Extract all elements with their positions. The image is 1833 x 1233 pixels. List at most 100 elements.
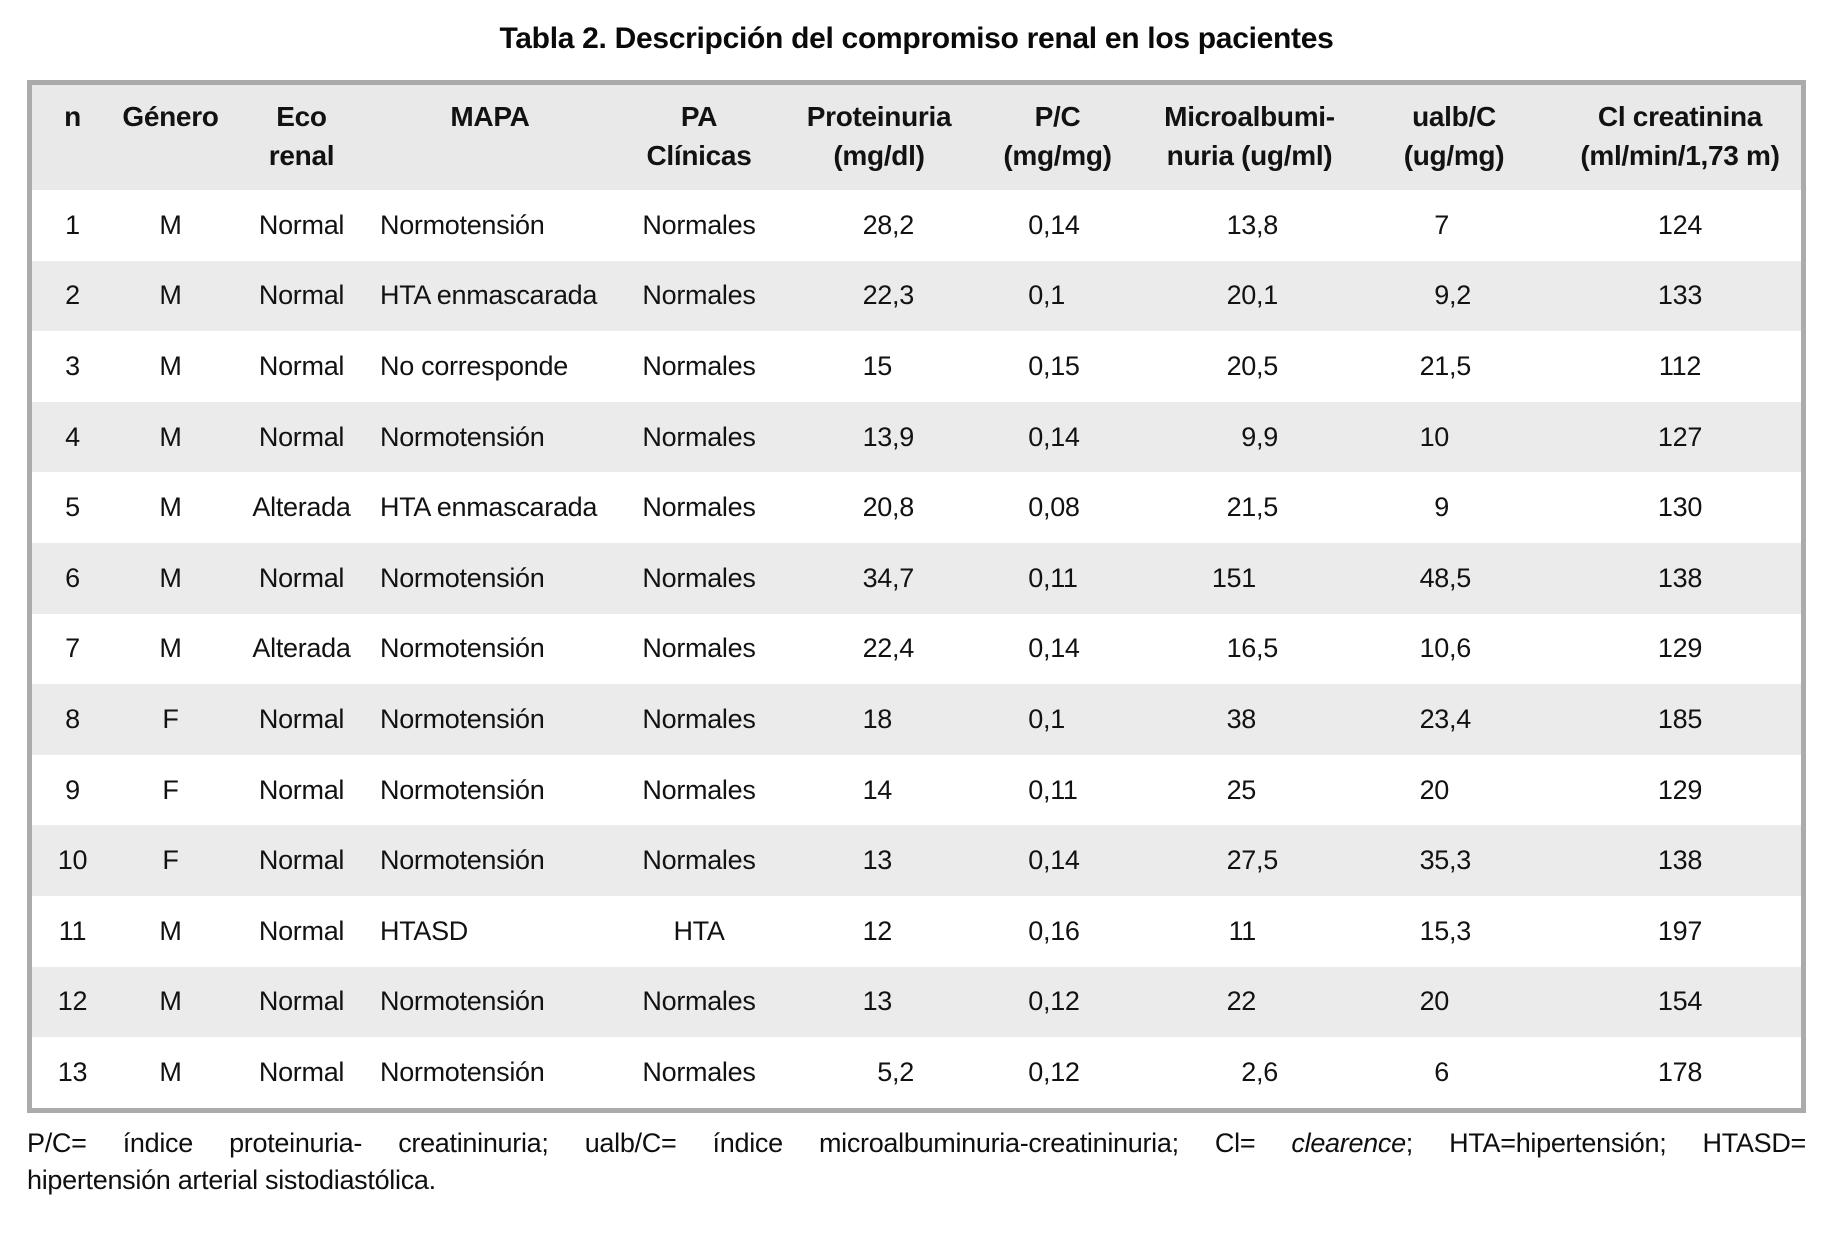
cell-proteinuria-integer: 14 xyxy=(862,774,893,805)
table-row-12: 12 M Normal Normotensión Normales 13 0,12 22 20 1… xyxy=(32,966,1801,1038)
cell-proteinuria-integer: 22 xyxy=(862,280,893,311)
cell-pc-integer: 0 xyxy=(1028,915,1043,946)
cell-pc-fraction: ,1 xyxy=(1043,280,1065,311)
cell-ualbc: 9,2 xyxy=(1349,261,1559,332)
column-header-mapa-line1: MAPA xyxy=(450,101,530,132)
cell-pc-integer: 0 xyxy=(1028,845,1043,876)
cell-ualbc: 20 xyxy=(1349,967,1559,1038)
cell-pc: 0,14 xyxy=(965,825,1150,896)
cell-pc: 0,1 xyxy=(965,684,1150,755)
cell-cl-creatinina: 127 xyxy=(1657,421,1703,452)
cell-n: 10 xyxy=(57,845,88,876)
cell-genero: M xyxy=(159,350,182,381)
cell-proteinuria: 34,7 xyxy=(793,543,965,614)
cell-genero: M xyxy=(159,280,182,311)
renal-compromise-table: n Género Eco renal MAPA PA Clínicas Proteinuria… xyxy=(27,80,1806,1113)
cell-ualbc: 35,3 xyxy=(1349,825,1559,896)
cell-ualbc-integer: 48 xyxy=(1419,562,1450,593)
cell-ualbc-integer: 20 xyxy=(1419,986,1450,1017)
cell-cl-creatinina: 178 xyxy=(1657,1056,1703,1087)
cell-pa-clinicas: Normales xyxy=(642,209,756,240)
cell-microalbuminuria-integer: 151 xyxy=(1211,562,1256,593)
column-header-cl-creatinina: Cl creatinina (ml/min/1,73 m) xyxy=(1559,85,1801,190)
cell-pc-fraction: ,08 xyxy=(1043,492,1080,523)
cell-pc-integer: 0 xyxy=(1028,986,1043,1017)
column-header-eco-renal-line1: Eco xyxy=(276,101,327,132)
cell-cl-creatinina: 124 xyxy=(1657,209,1703,240)
cell-microalbuminuria-integer: 13 xyxy=(1226,209,1257,240)
cell-genero: M xyxy=(159,986,182,1017)
column-header-genero-line1: Género xyxy=(122,101,219,132)
column-header-ualbc-line1: ualb/C xyxy=(1412,101,1496,132)
cell-pa-clinicas: Normales xyxy=(642,703,756,734)
cell-cl-creatinina: 130 xyxy=(1657,492,1703,523)
column-header-pa-clinicas-line1: PA xyxy=(680,101,718,132)
cell-pc: 0,14 xyxy=(965,614,1150,685)
cell-ualbc: 10 xyxy=(1349,402,1559,473)
cell-proteinuria: 28,2 xyxy=(793,190,965,261)
cell-pc-integer: 0 xyxy=(1028,703,1043,734)
cell-proteinuria: 13 xyxy=(793,825,965,896)
cell-pc: 0,12 xyxy=(965,967,1150,1038)
column-header-ualbc: ualb/C (ug/mg) xyxy=(1349,85,1559,190)
footnote-segment-2: clearence xyxy=(1291,1127,1406,1158)
cell-n: 3 xyxy=(65,350,80,381)
cell-mapa: Normotensión xyxy=(380,209,545,240)
cell-proteinuria-fraction: ,2 xyxy=(892,209,914,240)
table-row-5: 5 M Alterada HTA enmascarada Normales 20,8 0,0… xyxy=(32,472,1801,543)
cell-proteinuria: 22,3 xyxy=(793,261,965,332)
cell-proteinuria-integer: 20 xyxy=(862,492,893,523)
column-header-mapa: MAPA xyxy=(375,85,605,190)
column-header-proteinuria-line2: (mg/dl) xyxy=(833,140,925,171)
cell-ualbc: 20 xyxy=(1349,755,1559,826)
cell-cl-creatinina: 112 xyxy=(1658,350,1702,381)
cell-ualbc: 10,6 xyxy=(1349,614,1559,685)
cell-pc-fraction: ,1 xyxy=(1043,703,1065,734)
cell-proteinuria: 12 xyxy=(793,896,965,967)
cell-proteinuria-integer: 5 xyxy=(877,1056,892,1087)
cell-microalbuminuria: 9,9 xyxy=(1150,402,1349,473)
cell-genero: F xyxy=(162,845,179,876)
cell-ualbc: 9 xyxy=(1349,472,1559,543)
cell-pc-integer: 0 xyxy=(1028,774,1043,805)
cell-pc: 0,12 xyxy=(965,1037,1150,1108)
cell-pa-clinicas: Normales xyxy=(642,421,756,452)
cell-pc-fraction: ,12 xyxy=(1043,1056,1080,1087)
cell-pc-fraction: ,14 xyxy=(1043,633,1080,664)
cell-genero: M xyxy=(159,1056,182,1087)
cell-ualbc: 7 xyxy=(1349,190,1559,261)
cell-ualbc: 48,5 xyxy=(1349,543,1559,614)
cell-n: 9 xyxy=(65,774,80,805)
column-header-eco-renal-line2: renal xyxy=(268,140,335,171)
cell-ualbc-integer: 21 xyxy=(1419,350,1450,381)
cell-ualbc-fraction: ,5 xyxy=(1449,562,1471,593)
table-row-13: 13 M Normal Normotensión Normales 5,2 0,12 2,6 6… xyxy=(32,1037,1801,1108)
cell-microalbuminuria: 13,8 xyxy=(1150,190,1349,261)
table-row-8: 8 F Normal Normotensión Normales 18 0,1 38 23,4 1… xyxy=(32,684,1801,755)
column-header-eco-renal: Eco renal xyxy=(228,85,375,190)
cell-ualbc-integer: 10 xyxy=(1419,421,1450,452)
cell-proteinuria-integer: 15 xyxy=(862,350,893,381)
cell-pc-integer: 0 xyxy=(1028,562,1043,593)
cell-cl-creatinina: 154 xyxy=(1657,986,1703,1017)
cell-proteinuria-integer: 13 xyxy=(862,421,893,452)
cell-pa-clinicas: Normales xyxy=(642,774,756,805)
cell-microalbuminuria: 16,5 xyxy=(1150,614,1349,685)
cell-pc: 0,16 xyxy=(965,896,1150,967)
cell-microalbuminuria: 11 xyxy=(1150,896,1349,967)
cell-proteinuria-fraction: ,4 xyxy=(892,633,914,664)
cell-proteinuria-integer: 28 xyxy=(862,209,893,240)
cell-microalbuminuria-fraction: ,6 xyxy=(1256,1056,1278,1087)
cell-cl-creatinina: 197 xyxy=(1657,915,1703,946)
table-row-10: 10 F Normal Normotensión Normales 13 0,14 27,5 3… xyxy=(32,825,1801,896)
cell-mapa: Normotensión xyxy=(380,421,545,452)
table-row-3: 3 M Normal No corresponde Normales 15 0,15 20,5… xyxy=(32,331,1801,402)
cell-proteinuria: 20,8 xyxy=(793,472,965,543)
column-header-n-line1: n xyxy=(64,101,81,132)
cell-ualbc-integer: 9 xyxy=(1434,280,1449,311)
cell-ualbc-fraction: ,6 xyxy=(1449,633,1471,664)
cell-cl-creatinina: 138 xyxy=(1657,845,1703,876)
cell-microalbuminuria-fraction: ,5 xyxy=(1256,633,1278,664)
table-row-9: 9 F Normal Normotensión Normales 14 0,11 25 20 12… xyxy=(32,755,1801,826)
cell-proteinuria-integer: 13 xyxy=(862,845,893,876)
